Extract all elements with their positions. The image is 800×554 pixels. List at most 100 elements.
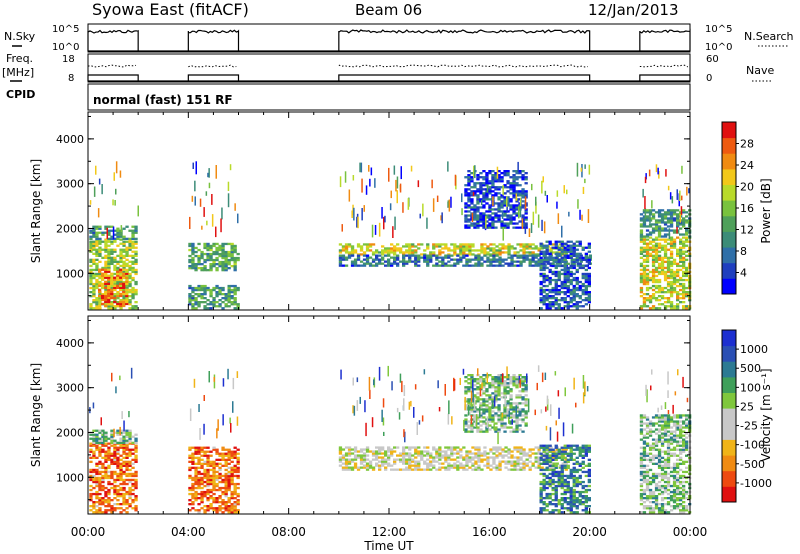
heatmap-cell — [197, 284, 201, 288]
heatmap-cell — [495, 464, 499, 467]
heatmap-cell — [95, 244, 99, 247]
heatmap-cell — [200, 295, 204, 298]
heatmap-cell — [212, 484, 216, 488]
heatmap-cell — [122, 290, 126, 293]
heatmap-cell — [444, 247, 448, 250]
heatmap-cell — [479, 380, 483, 383]
heatmap-cell — [347, 454, 352, 457]
heatmap-cell — [657, 264, 662, 268]
heatmap-cell — [95, 268, 99, 272]
heatmap-cell — [660, 262, 665, 265]
heatmap-cell — [110, 439, 114, 442]
heatmap-cell — [473, 182, 477, 185]
heatmap-cell — [476, 224, 480, 227]
heatmap-cell — [648, 246, 653, 249]
heatmap-cell — [462, 264, 466, 267]
heatmap-cell — [206, 497, 210, 500]
heatmap-cell — [212, 299, 216, 302]
heatmap-cell — [110, 307, 114, 310]
heatmap-cell — [479, 224, 483, 227]
heatmap-cell — [113, 441, 117, 444]
heatmap-cell — [209, 303, 213, 306]
heatmap-cell — [197, 267, 201, 270]
heatmap-cell — [477, 464, 481, 467]
heatmap-cell — [104, 256, 108, 259]
heatmap-cell — [682, 274, 686, 278]
heatmap-cell — [485, 192, 489, 195]
heatmap-cell — [191, 460, 195, 463]
heatmap-cell — [539, 256, 543, 259]
heatmap-cell — [95, 235, 99, 238]
heatmap-cell — [525, 256, 529, 259]
heatmap-cell — [578, 288, 582, 292]
heatmap-cell — [341, 454, 346, 457]
heatmap-cell — [666, 284, 671, 288]
heatmap-cell — [125, 276, 129, 279]
heatmap-cell — [510, 460, 514, 463]
heatmap-cell — [639, 219, 644, 222]
heatmap-cell — [682, 295, 686, 298]
heatmap-cell — [101, 231, 105, 234]
heatmap-cell — [542, 246, 546, 249]
heatmap-cell — [456, 468, 460, 471]
heatmap-cell — [110, 433, 114, 436]
heatmap-cell — [542, 297, 546, 300]
heatmap-cell — [218, 509, 222, 512]
heatmap-cell — [101, 266, 105, 270]
heatmap-cell — [92, 429, 96, 432]
heatmap-cell — [524, 218, 528, 221]
heatmap-cell — [492, 456, 496, 459]
heatmap-cell — [474, 264, 478, 267]
heatmap-cell — [107, 274, 111, 277]
heatmap-cell — [488, 410, 492, 413]
heatmap-cell — [447, 256, 451, 259]
heatmap-cell — [89, 248, 93, 251]
heatmap-cell — [110, 499, 114, 502]
heatmap-speck — [203, 207, 205, 217]
heatmap-cell — [685, 211, 689, 214]
heatmap-cell — [116, 282, 120, 286]
heatmap-cell — [119, 231, 123, 234]
heatmap-cell — [344, 458, 349, 461]
heatmap-cell — [233, 468, 237, 472]
heatmap-cell — [89, 484, 93, 488]
heatmap-cell — [116, 260, 120, 263]
heatmap-cell — [651, 280, 656, 284]
heatmap-cell — [209, 246, 213, 250]
heatmap-speck — [454, 174, 457, 186]
heatmap-cell — [125, 492, 129, 496]
heatmap-cell — [509, 412, 513, 415]
heatmap-cell — [485, 428, 489, 431]
heatmap-cell — [539, 301, 543, 304]
heatmap-cell — [500, 382, 504, 385]
heatmap-cell — [131, 235, 135, 238]
heatmap-cell — [666, 301, 671, 304]
heatmap-speck — [580, 167, 583, 172]
heatmap-cell — [453, 264, 457, 267]
heatmap-cell — [543, 452, 547, 455]
heatmap-cell — [125, 435, 129, 438]
heatmap-cell — [482, 198, 486, 201]
heatmap-cell — [405, 260, 409, 263]
heatmap-cell — [500, 172, 504, 175]
heatmap-cell — [477, 468, 481, 471]
heatmap-cell — [477, 456, 481, 459]
heatmap-cell — [480, 454, 484, 457]
heatmap-cell — [584, 276, 588, 280]
heatmap-cell — [408, 448, 412, 451]
heatmap-cell — [215, 488, 219, 492]
heatmap-cell — [101, 282, 105, 285]
heatmap-cell — [648, 236, 653, 239]
heatmap-cell — [353, 264, 358, 267]
heatmap-cell — [212, 288, 216, 292]
heatmap-cell — [347, 243, 352, 246]
heatmap-cell — [504, 446, 508, 449]
heatmap-speck — [588, 164, 591, 175]
heatmap-cell — [581, 276, 585, 280]
heatmap-cell — [131, 458, 135, 461]
heatmap-cell — [489, 468, 493, 471]
heatmap-cell — [578, 240, 582, 243]
heatmap-cell — [441, 454, 445, 457]
heatmap-cell — [98, 231, 102, 234]
heatmap-cell — [470, 198, 474, 201]
